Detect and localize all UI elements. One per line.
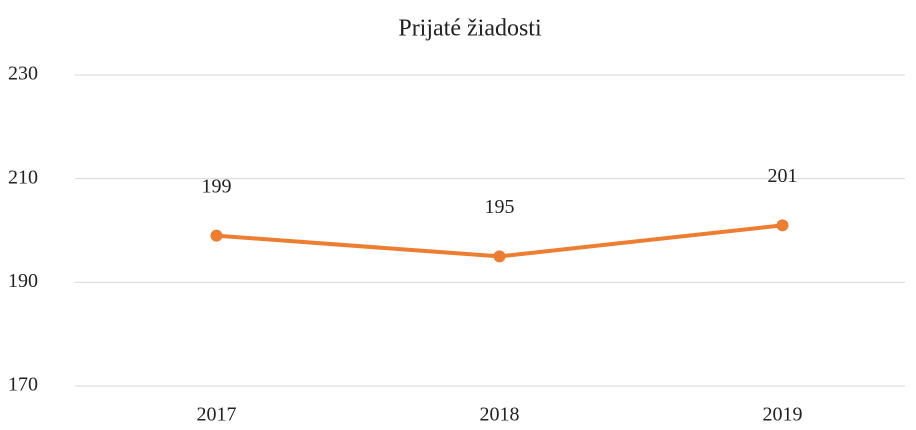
y-tick-label: 170: [8, 374, 38, 396]
data-label: 199: [202, 175, 232, 197]
y-tick-label: 230: [8, 63, 38, 85]
y-tick-label: 210: [8, 166, 38, 188]
point: [493, 250, 506, 263]
point: [776, 219, 789, 232]
x-tick-label: 2019: [763, 404, 803, 426]
data-label: 195: [485, 196, 515, 218]
x-tick-label: 2017: [197, 404, 237, 426]
x-tick-label: 2018: [480, 404, 520, 426]
y-tick-label: 190: [8, 270, 38, 292]
point: [210, 229, 223, 242]
chart-title: Prijaté žiadosti: [398, 16, 542, 42]
data-label: 201: [768, 165, 798, 187]
